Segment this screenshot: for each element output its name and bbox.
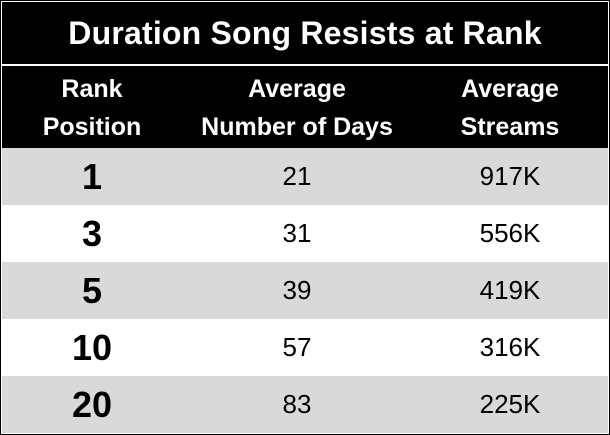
streams-cell: 419K: [479, 275, 541, 305]
streams-cell: 316K: [479, 332, 541, 362]
rank-cell: 10: [71, 326, 113, 368]
days-cell: 31: [282, 218, 312, 248]
days-cell: 21: [282, 161, 312, 191]
rank-cell: 5: [81, 269, 103, 311]
rank-cell: 3: [81, 212, 103, 254]
days-cell: 83: [282, 389, 312, 419]
table-row: 3 31 556K: [2, 205, 608, 262]
header-row: Rank Position Average Number of Days Ave…: [2, 66, 608, 148]
streams-cell: 225K: [479, 389, 541, 419]
streams-cell: 917K: [479, 161, 541, 191]
table-row: 10 57 316K: [2, 319, 608, 376]
title-divider: [2, 64, 608, 66]
rank-cell: 1: [81, 155, 103, 197]
table-title: Duration Song Resists at Rank: [2, 2, 608, 64]
table-row: 1 21 917K: [2, 148, 608, 205]
column-header-average-days: Average Number of Days: [201, 75, 393, 141]
column-header-average-streams: Average Streams: [460, 75, 560, 141]
table-row: 20 83 225K: [2, 376, 608, 433]
days-cell: 39: [282, 275, 312, 305]
table-row: 5 39 419K: [2, 262, 608, 319]
column-header-rank-position: Rank Position: [42, 75, 142, 141]
rank-cell: 20: [71, 383, 113, 425]
streams-cell: 556K: [479, 218, 541, 248]
days-cell: 57: [282, 332, 312, 362]
